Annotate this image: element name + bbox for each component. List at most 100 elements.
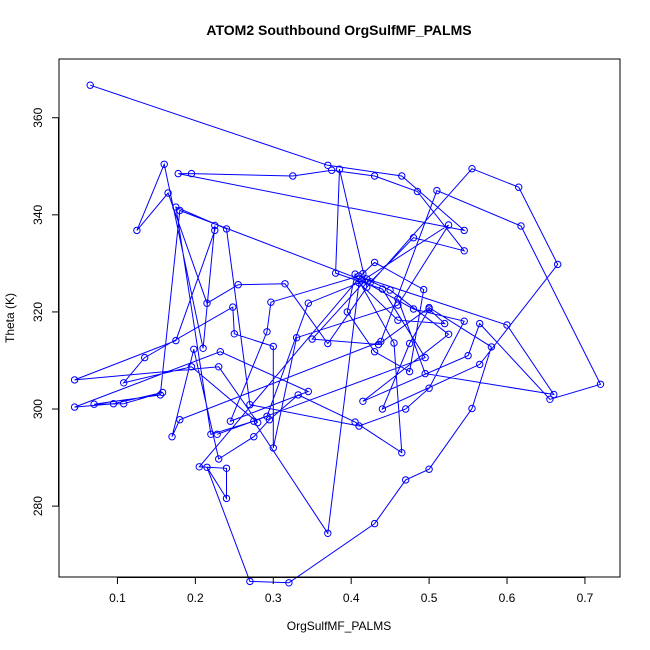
data-point: [363, 283, 371, 291]
x-tick-label: 0.7: [577, 591, 594, 605]
data-point: [86, 81, 94, 89]
data-point: [187, 169, 196, 178]
chart-title: ATOM2 Southbound OrgSulfMF_PALMS: [206, 22, 471, 38]
data-point: [304, 387, 312, 396]
x-axis-label: OrgSulfMF_PALMS: [287, 619, 391, 633]
data-point: [370, 519, 379, 528]
data-point: [331, 269, 340, 277]
data-point: [250, 417, 258, 425]
data-point: [398, 172, 406, 180]
data-point: [351, 418, 359, 426]
series-layer: [70, 81, 605, 587]
data-point: [596, 380, 605, 388]
data-point: [174, 169, 182, 178]
data-point: [176, 206, 184, 215]
data-point: [402, 405, 410, 413]
data-point: [222, 464, 231, 472]
series-line-0: [74, 84, 602, 584]
data-point: [378, 285, 387, 293]
y-axis-label: Theta (K): [3, 293, 17, 343]
data-point: [460, 247, 468, 255]
data-point: [355, 275, 363, 283]
data-point: [190, 345, 198, 353]
data-point: [195, 463, 204, 471]
data-point: [203, 463, 211, 471]
data-point: [398, 449, 406, 457]
data-point: [207, 430, 215, 438]
data-point: [289, 172, 297, 180]
data-point: [324, 529, 332, 537]
data-point: [550, 390, 558, 399]
data-point: [546, 395, 554, 403]
data-point: [405, 339, 414, 348]
data-point: [292, 334, 301, 342]
x-tick-label: 0.4: [343, 591, 360, 605]
data-point: [460, 226, 468, 235]
data-point: [294, 391, 302, 399]
data-point: [211, 226, 219, 235]
data-point: [226, 417, 235, 425]
data-point: [215, 363, 223, 371]
data-point: [420, 285, 428, 294]
data-point: [141, 353, 149, 362]
data-point: [158, 388, 167, 397]
data-point: [246, 577, 254, 586]
data-point: [70, 403, 79, 411]
data-point: [374, 340, 383, 349]
data-point: [351, 270, 359, 278]
y-tick-label: 320: [31, 302, 45, 322]
data-point: [413, 187, 422, 196]
data-point: [503, 321, 511, 329]
data-point: [421, 369, 429, 378]
data-point: [425, 303, 433, 312]
data-point: [363, 275, 371, 283]
data-point: [216, 348, 225, 356]
data-point: [324, 161, 332, 170]
data-point: [343, 308, 351, 316]
data-point: [460, 317, 468, 325]
data-point: [421, 353, 429, 362]
data-point: [405, 367, 414, 376]
data-point: [335, 165, 344, 173]
y-tick-label: 280: [31, 496, 45, 516]
data-point: [254, 418, 262, 427]
data-point: [468, 404, 476, 413]
data-point: [444, 330, 453, 338]
data-point: [176, 416, 184, 424]
data-point: [133, 226, 141, 235]
x-axis: 0.1 0.2 0.3 0.4 0.5 0.6 0.7: [109, 577, 594, 605]
data-point: [359, 397, 367, 405]
data-point: [444, 221, 453, 229]
y-tick-label: 340: [31, 205, 45, 225]
data-point: [281, 280, 289, 288]
data-point: [215, 455, 223, 463]
data-point: [267, 298, 275, 306]
data-point: [425, 465, 433, 473]
data-point: [425, 384, 433, 392]
data-point: [222, 225, 231, 233]
data-point: [120, 379, 128, 387]
data-point: [199, 344, 207, 352]
data-point: [203, 299, 211, 307]
data-point: [394, 316, 402, 324]
data-point: [304, 299, 312, 307]
data-point: [70, 376, 79, 384]
data-point: [464, 351, 472, 360]
data-point: [433, 186, 441, 195]
data-point: [476, 319, 484, 328]
y-tick-label: 300: [31, 399, 45, 419]
data-point: [355, 422, 363, 430]
data-point: [230, 330, 239, 338]
data-point: [324, 339, 332, 348]
x-tick-label: 0.2: [187, 591, 204, 605]
data-point: [394, 295, 402, 303]
data-point: [390, 339, 398, 347]
data-point: [246, 401, 254, 409]
data-point: [265, 416, 274, 424]
x-tick-label: 0.5: [421, 591, 438, 605]
data-point: [234, 281, 242, 289]
data-point: [409, 234, 418, 242]
x-tick-label: 0.6: [499, 591, 516, 605]
data-point: [402, 476, 410, 484]
data-point: [487, 343, 496, 351]
